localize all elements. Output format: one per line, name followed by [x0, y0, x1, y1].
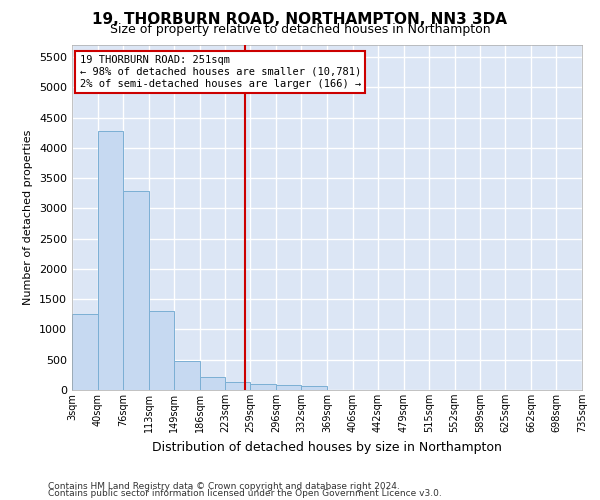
Text: 19 THORBURN ROAD: 251sqm
← 98% of detached houses are smaller (10,781)
2% of sem: 19 THORBURN ROAD: 251sqm ← 98% of detach… — [80, 56, 361, 88]
Text: Size of property relative to detached houses in Northampton: Size of property relative to detached ho… — [110, 22, 490, 36]
Bar — [276, 385, 301, 390]
Bar — [250, 384, 276, 390]
Text: Contains HM Land Registry data © Crown copyright and database right 2024.: Contains HM Land Registry data © Crown c… — [48, 482, 400, 491]
Y-axis label: Number of detached properties: Number of detached properties — [23, 130, 34, 305]
Bar — [149, 312, 174, 390]
Text: 19, THORBURN ROAD, NORTHAMPTON, NN3 3DA: 19, THORBURN ROAD, NORTHAMPTON, NN3 3DA — [92, 12, 508, 28]
Bar — [72, 314, 98, 390]
Bar — [301, 386, 327, 390]
Bar — [123, 192, 149, 390]
Bar — [98, 131, 123, 390]
Text: Contains public sector information licensed under the Open Government Licence v3: Contains public sector information licen… — [48, 490, 442, 498]
Bar — [225, 382, 250, 390]
X-axis label: Distribution of detached houses by size in Northampton: Distribution of detached houses by size … — [152, 440, 502, 454]
Bar — [199, 378, 225, 390]
Bar — [174, 361, 199, 390]
